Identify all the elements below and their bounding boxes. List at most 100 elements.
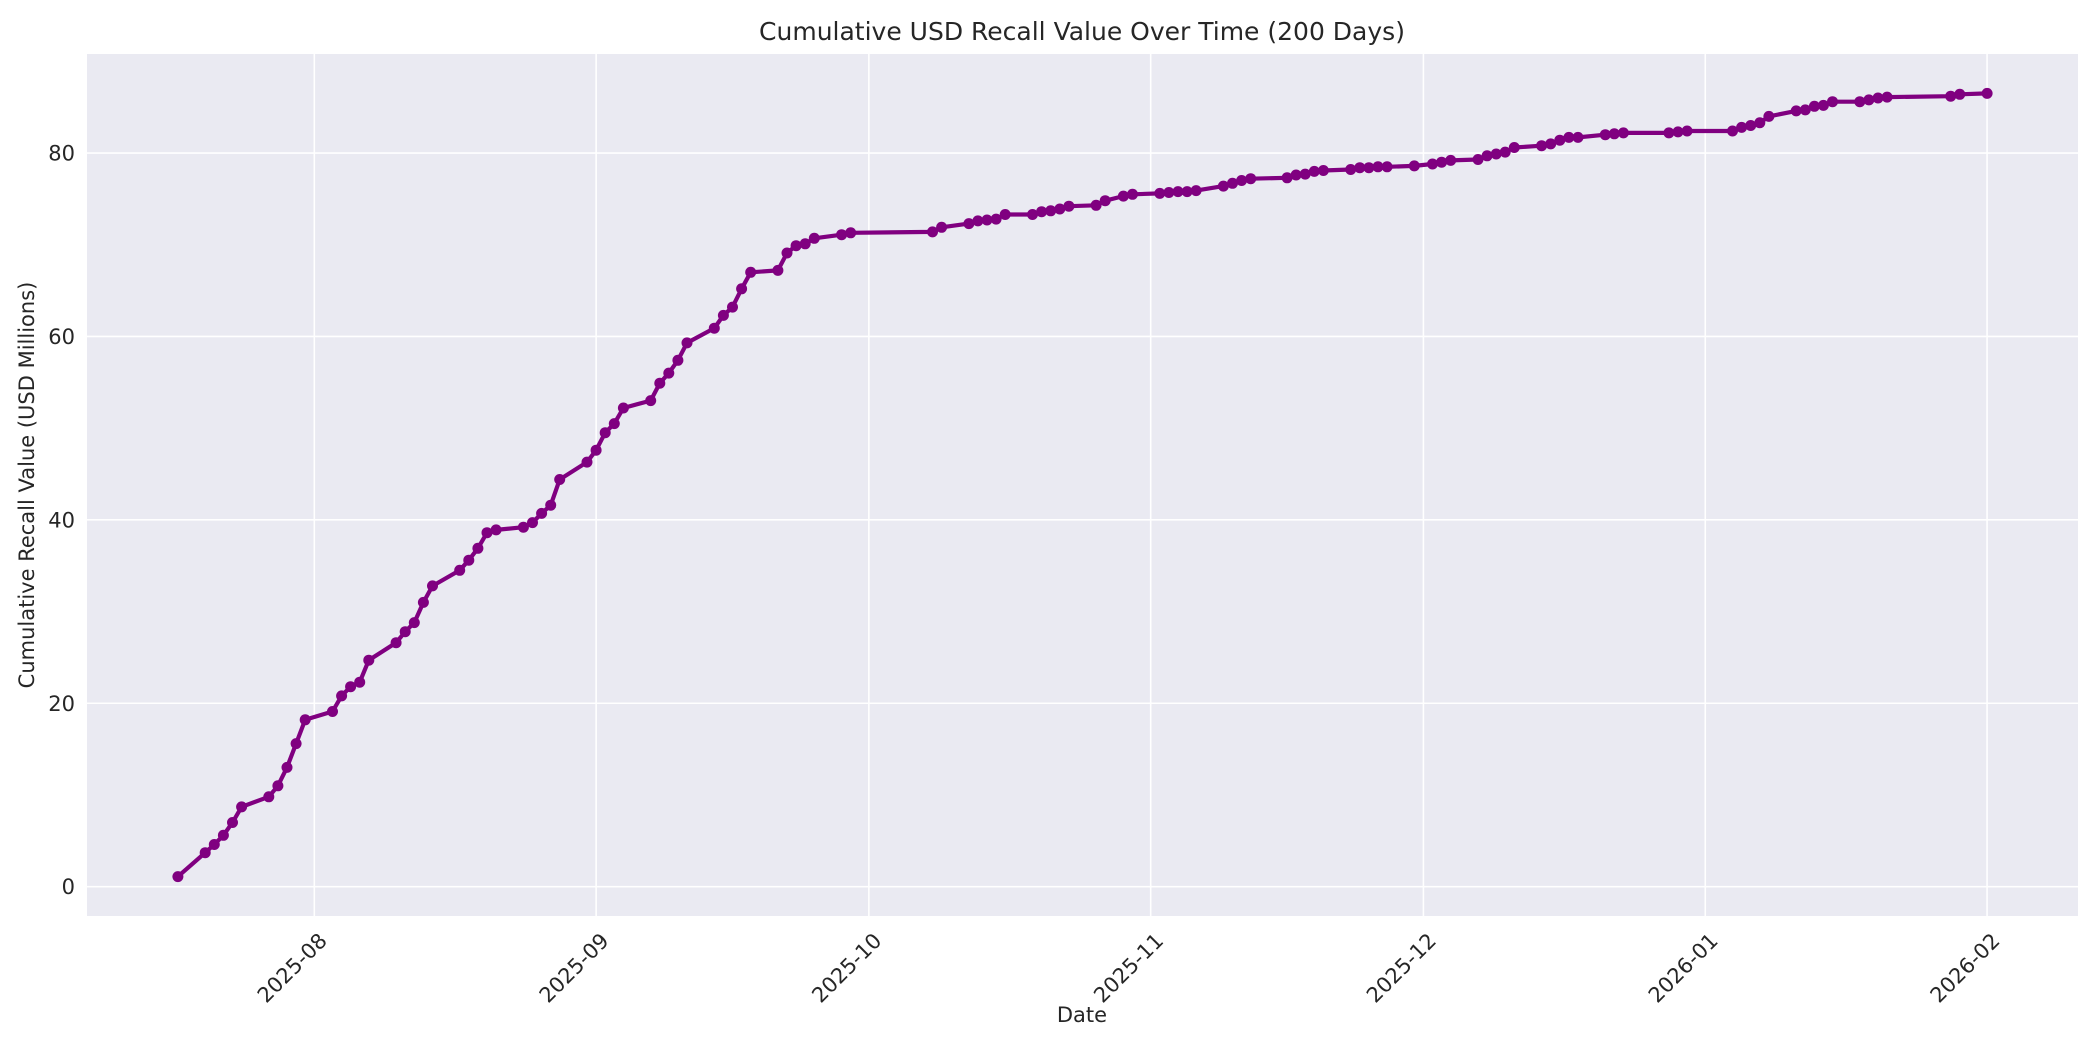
data-point-marker	[590, 444, 602, 456]
data-point-marker	[199, 847, 211, 859]
data-point-marker	[927, 226, 938, 238]
data-point-marker	[645, 395, 657, 407]
data-point-marker	[417, 596, 429, 608]
data-point-marker	[1217, 180, 1229, 192]
x-tick-label: 2026-01	[1644, 929, 1723, 1008]
data-point-marker	[790, 240, 802, 252]
data-point-marker	[490, 524, 502, 536]
data-point-marker	[1481, 150, 1493, 162]
data-point-marker	[1372, 161, 1384, 173]
data-point-marker	[1863, 94, 1875, 106]
data-point-marker	[617, 402, 629, 414]
data-point-marker	[1236, 175, 1248, 186]
data-point-marker	[1381, 161, 1393, 173]
data-point-marker	[363, 654, 375, 666]
data-point-marker	[1754, 117, 1766, 129]
data-point-marker	[1681, 125, 1693, 137]
data-point-marker	[836, 229, 848, 241]
data-point-marker	[1490, 148, 1502, 160]
data-point-marker	[1499, 146, 1511, 158]
plot-area	[87, 54, 2078, 916]
data-point-marker	[717, 309, 729, 321]
data-point-marker	[1299, 168, 1311, 180]
y-tick-label: 0	[62, 875, 75, 899]
plot-layer	[87, 54, 2078, 916]
data-point-marker	[208, 839, 220, 850]
data-point-marker	[1827, 96, 1838, 108]
data-point-marker	[427, 580, 438, 592]
data-point-marker	[581, 456, 593, 468]
data-point-marker	[972, 215, 984, 227]
data-point-marker	[1745, 120, 1757, 131]
data-point-marker	[399, 626, 411, 638]
data-point-marker	[1572, 131, 1584, 143]
data-point-marker	[1345, 164, 1357, 175]
data-point-marker	[1436, 156, 1448, 168]
data-point-marker	[672, 354, 684, 366]
data-point-marker	[1954, 88, 1966, 100]
data-point-marker	[354, 676, 366, 688]
data-point-marker	[1227, 177, 1238, 189]
data-point-marker	[1363, 162, 1375, 174]
data-point-marker	[272, 780, 284, 792]
x-tick-label: 2025-12	[1362, 929, 1441, 1008]
data-point-marker	[1663, 127, 1675, 139]
data-point-marker	[963, 218, 975, 230]
data-point-marker	[327, 706, 338, 717]
data-point-marker	[781, 247, 793, 259]
data-point-marker	[799, 238, 811, 250]
data-point-marker	[1981, 87, 1993, 99]
data-point-marker	[345, 681, 357, 693]
y-tick-label: 80	[48, 142, 75, 166]
data-point-marker	[736, 283, 748, 295]
data-point-marker	[1545, 138, 1557, 150]
data-point-marker	[845, 227, 857, 239]
data-point-marker	[599, 427, 611, 439]
data-point-marker	[990, 213, 1002, 225]
data-point-marker	[1854, 96, 1866, 108]
data-point-marker	[1599, 129, 1611, 141]
x-tick-label: 2025-11	[1089, 929, 1168, 1008]
data-point-marker	[1736, 121, 1748, 133]
data-point-marker	[1508, 142, 1520, 153]
data-point-marker	[1027, 209, 1038, 220]
x-tick-label: 2025-08	[253, 929, 332, 1008]
data-point-marker	[1427, 158, 1438, 170]
data-point-marker	[1154, 187, 1166, 199]
data-point-marker	[1817, 99, 1829, 111]
data-point-marker	[1172, 186, 1184, 198]
data-point-marker	[517, 521, 529, 533]
data-point-marker	[481, 527, 493, 539]
data-point-marker	[1554, 134, 1566, 146]
data-point-marker	[663, 367, 675, 379]
data-point-marker	[1127, 188, 1138, 200]
data-point-marker	[1063, 200, 1075, 212]
data-point-marker	[1045, 205, 1057, 217]
data-point-marker	[1281, 172, 1293, 184]
data-point-marker	[263, 791, 275, 803]
y-tick-labels: 0 20 40 60 80	[48, 142, 75, 900]
data-point-marker	[1354, 162, 1366, 174]
data-point-marker	[1945, 90, 1957, 102]
data-point-marker	[1117, 190, 1129, 202]
data-point-marker	[1445, 154, 1457, 166]
y-tick-label: 20	[48, 692, 75, 716]
data-point-marker	[981, 214, 993, 226]
data-point-marker	[1672, 126, 1684, 138]
data-point-marker	[1090, 199, 1102, 211]
gridlines	[87, 54, 2078, 916]
data-point-marker	[217, 829, 229, 841]
data-point-marker	[1808, 100, 1820, 112]
data-point-marker	[454, 564, 466, 576]
data-point-marker	[472, 542, 484, 554]
data-point-marker	[808, 232, 820, 244]
data-point-marker	[745, 266, 757, 278]
x-tick-label: 2025-10	[807, 929, 886, 1008]
data-point-marker	[554, 474, 566, 485]
data-point-marker	[172, 871, 184, 883]
x-axis-label: Date	[1057, 1003, 1107, 1027]
data-point-marker	[1190, 185, 1202, 197]
data-point-marker	[227, 817, 238, 828]
